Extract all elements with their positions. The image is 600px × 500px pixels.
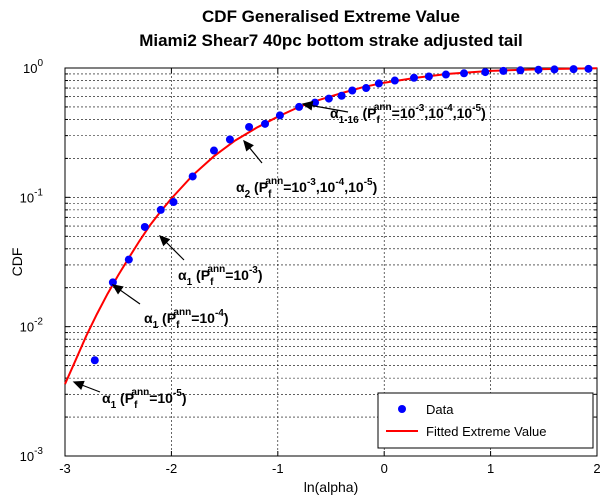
annotation-alpha-subscript: 1 xyxy=(153,320,159,331)
data-point xyxy=(337,91,346,100)
data-point xyxy=(441,70,450,79)
data-point xyxy=(348,86,357,95)
data-point xyxy=(90,356,99,365)
data-point xyxy=(169,198,178,207)
chart-title: CDF Generalised Extreme Value xyxy=(202,7,460,26)
annotation-label: α1 (Pfann=10-3) xyxy=(178,264,263,288)
annotation-arrowhead xyxy=(301,100,314,111)
x-tick-label: -2 xyxy=(166,461,178,476)
data-point xyxy=(245,122,254,131)
x-axis-label: ln(alpha) xyxy=(304,479,358,495)
data-point xyxy=(362,84,371,93)
data-point xyxy=(225,135,234,144)
data-point xyxy=(311,98,320,107)
data-point xyxy=(209,146,218,155)
data-point xyxy=(460,69,468,78)
annotation-label: α1-16 (Pfann=10-3,10-4,10-5) xyxy=(330,102,486,126)
x-tick-label: 1 xyxy=(487,461,494,476)
x-tick-label: 2 xyxy=(593,461,600,476)
data-point xyxy=(108,278,117,287)
data-point xyxy=(481,68,490,77)
data-point xyxy=(275,111,284,120)
annotation-arrowhead xyxy=(243,139,254,152)
legend: Data Fitted Extreme Value xyxy=(377,392,594,449)
annotation-arrowhead xyxy=(158,234,171,247)
y-tick-label: 10-2 xyxy=(20,317,44,335)
annotation-alpha-subscript: 1 xyxy=(111,400,117,411)
annotation-label: α2 (Pfann=10-3,10-4,10-5) xyxy=(236,176,377,200)
y-tick-label: 10-1 xyxy=(20,187,44,205)
annotation-label: α1 (Pfann=10-4) xyxy=(144,307,229,331)
x-tick-label: -3 xyxy=(59,461,71,476)
annotation-alpha-subscript: 1-16 xyxy=(339,115,359,126)
y-tick-base: 10 xyxy=(20,190,34,205)
y-tick-base: 10 xyxy=(20,320,34,335)
legend-marker-data xyxy=(398,405,406,413)
y-tick-base: 10 xyxy=(23,61,37,76)
y-tick-label: 10-3 xyxy=(20,446,44,464)
data-point xyxy=(124,255,133,264)
data-point xyxy=(140,222,149,231)
legend-box xyxy=(377,392,594,449)
data-point xyxy=(569,65,578,74)
tick-marks xyxy=(64,68,598,457)
y-tick-base: 10 xyxy=(20,449,34,464)
data-point xyxy=(584,64,593,73)
data-markers xyxy=(90,64,593,365)
data-point xyxy=(424,72,433,81)
y-tick-exponent: 0 xyxy=(37,58,43,69)
plot-area xyxy=(65,68,597,456)
x-tick-label: -1 xyxy=(272,461,284,476)
data-point xyxy=(390,76,399,85)
y-axis-label: CDF xyxy=(9,248,25,277)
data-point xyxy=(295,102,304,111)
data-point xyxy=(499,66,508,75)
annotation-alpha-subscript: 2 xyxy=(245,189,251,200)
axes-frame xyxy=(64,67,598,457)
data-point xyxy=(156,205,165,214)
data-point xyxy=(516,66,525,75)
annotation-arrowhead xyxy=(111,284,124,295)
data-point xyxy=(324,94,333,103)
legend-label: Data xyxy=(426,402,454,417)
data-point xyxy=(188,172,197,181)
chart-subtitle: Miami2 Shear7 40pc bottom strake adjuste… xyxy=(139,31,523,50)
y-tick-exponent: -3 xyxy=(34,446,43,457)
annotation-alpha-subscript: 1 xyxy=(187,277,193,288)
data-point xyxy=(374,79,383,88)
data-point xyxy=(534,65,543,74)
y-tick-exponent: -2 xyxy=(34,317,43,328)
y-tick-exponent: -1 xyxy=(34,187,43,198)
annotation-arrows xyxy=(72,100,349,393)
data-point xyxy=(550,65,559,74)
annotation-arrowhead xyxy=(72,380,85,391)
x-tick-label: 0 xyxy=(381,461,388,476)
legend-label: Fitted Extreme Value xyxy=(426,424,546,439)
y-tick-label: 100 xyxy=(23,58,43,76)
annotation-label: α1 (Pfann=10-5) xyxy=(102,387,187,411)
data-point xyxy=(261,119,270,128)
data-point xyxy=(409,73,418,82)
